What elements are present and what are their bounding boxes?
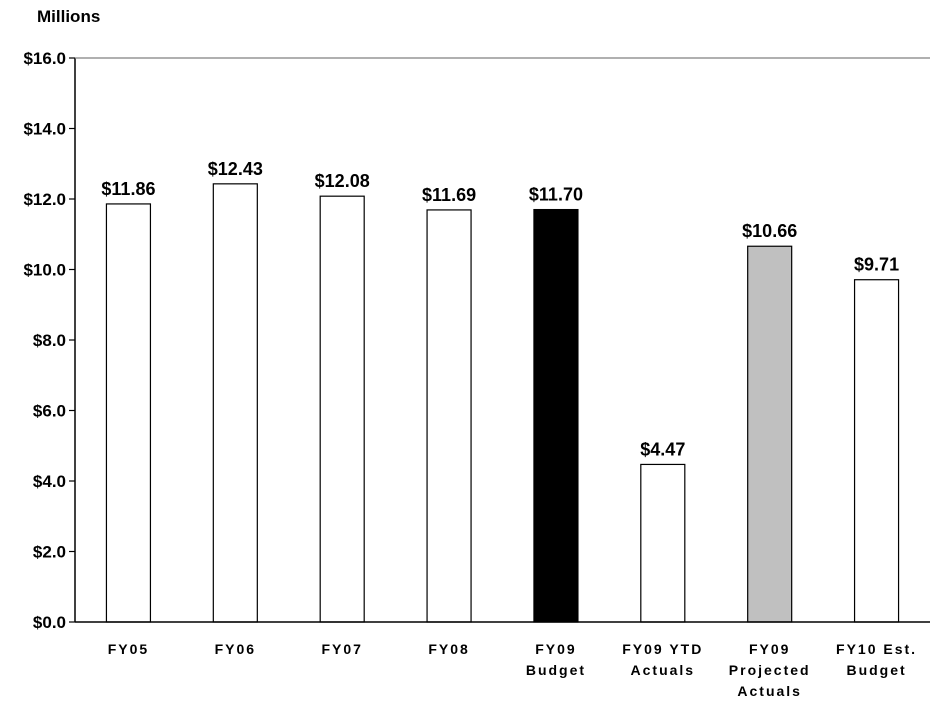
bar	[212, 183, 258, 623]
bar-value-label: $12.43	[208, 159, 263, 179]
category-label: Projected	[729, 662, 811, 678]
category-label: Budget	[846, 662, 906, 678]
y-tick-label: $0.0	[33, 613, 66, 632]
bar-value-label: $4.47	[640, 439, 685, 459]
bar-value-label: $10.66	[742, 221, 797, 241]
category-label: FY09	[749, 641, 790, 657]
category-label: FY08	[428, 641, 469, 657]
category-label: Actuals	[631, 662, 696, 678]
category-label: Actuals	[737, 683, 802, 699]
bar	[319, 195, 365, 623]
category-label: FY06	[215, 641, 256, 657]
y-axis-title: Millions	[37, 7, 100, 26]
y-tick-label: $8.0	[33, 331, 66, 350]
y-tick-label: $6.0	[33, 402, 66, 421]
y-tick-label: $14.0	[23, 120, 66, 139]
y-tick-label: $12.0	[23, 190, 66, 209]
bar	[747, 245, 793, 623]
category-labels: FY05 FY06 FY07 FY08 FY09 Budget FY09 YTD Actual…	[108, 641, 917, 699]
category-label: FY07	[321, 641, 362, 657]
y-tick-label: $4.0	[33, 472, 66, 491]
bar-value-label: $11.69	[422, 185, 476, 205]
category-label: Budget	[526, 662, 586, 678]
bar	[853, 279, 900, 623]
category-label: FY09 YTD	[622, 641, 703, 657]
y-tick-label: $2.0	[33, 543, 66, 562]
y-tick-label: $16.0	[23, 49, 66, 68]
category-label: FY05	[108, 641, 149, 657]
bar	[640, 463, 686, 623]
bar-value-label: $11.70	[529, 185, 583, 205]
bar-value-label: $12.08	[315, 171, 370, 191]
bars	[105, 183, 900, 623]
y-tick-label: $10.0	[23, 261, 66, 280]
bar-value-label: $11.86	[101, 179, 155, 199]
bar	[426, 209, 472, 623]
bar-value-label: $9.71	[854, 255, 899, 275]
category-label: FY10 Est.	[836, 641, 917, 657]
bar	[105, 203, 152, 623]
bar	[533, 208, 579, 623]
data-labels: $11.86 $12.43 $12.08 $11.69 $11.70 $4.47 $10.6…	[101, 159, 899, 460]
category-label: FY09	[535, 641, 576, 657]
y-axis-ticks: $16.0 $14.0 $12.0 $10.0 $8.0 $6.0 $4.0 $2.0 $0.0	[23, 49, 75, 632]
